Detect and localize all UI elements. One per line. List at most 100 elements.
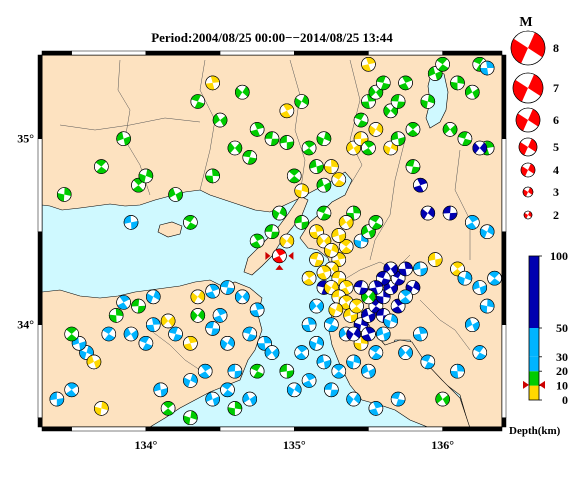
main-event-marker	[265, 248, 294, 270]
magnitude-legend-beachball	[523, 210, 533, 220]
event-beachball	[324, 159, 339, 174]
event-beachball	[212, 112, 228, 128]
magnitude-legend-beachball	[515, 107, 541, 133]
frame-segment	[294, 426, 369, 432]
event-beachball	[138, 168, 154, 184]
magnitude-legend-beachball	[510, 30, 546, 66]
latitude-tick-label: 35°	[17, 132, 34, 146]
event-beachball	[479, 224, 495, 239]
depth-legend-title: Depth(km)	[509, 425, 561, 437]
event-beachball	[294, 345, 309, 360]
event-beachball	[212, 308, 228, 323]
depth-tick-label: 50	[556, 321, 568, 335]
magnitude-legend-label: 5	[553, 140, 559, 154]
event-beachball	[398, 261, 413, 277]
event-beachball	[160, 313, 176, 329]
event-beachball	[398, 345, 413, 360]
map-title: Period:2004/08/25 00:00−−2014/08/25 13:4…	[151, 30, 393, 45]
event-beachball	[249, 233, 265, 249]
magnitude-legend-title: M	[519, 15, 532, 30]
event-beachball	[405, 159, 421, 174]
event-beachball	[264, 224, 280, 239]
event-beachball	[324, 243, 339, 258]
event-beachball	[183, 335, 198, 351]
event-beachball	[205, 391, 220, 407]
event-beachball	[301, 317, 317, 333]
event-beachball	[272, 205, 287, 221]
event-beachball	[64, 382, 79, 398]
event-beachball	[450, 363, 465, 379]
event-beachball	[116, 131, 131, 146]
depth-band	[529, 385, 539, 400]
frame-segment	[442, 50, 503, 56]
depth-tick-label: 100	[550, 249, 568, 263]
event-beachball	[168, 326, 183, 342]
event-beachball	[94, 401, 109, 416]
depth-band	[529, 371, 539, 386]
event-beachball	[442, 122, 458, 137]
event-beachball	[190, 289, 206, 305]
event-beachball	[368, 345, 384, 360]
event-beachball	[168, 187, 183, 202]
frame-segment	[37, 231, 43, 325]
event-beachball	[309, 159, 324, 174]
frame-segment	[501, 231, 507, 325]
event-beachball	[390, 391, 406, 407]
event-beachball	[427, 252, 443, 267]
event-beachball	[353, 280, 369, 295]
event-beachball	[138, 335, 154, 351]
shodoshima-island	[157, 221, 183, 238]
event-beachball	[349, 298, 364, 314]
magnitude-legend-label: 8	[553, 41, 559, 55]
event-beachball	[472, 140, 488, 156]
event-beachball	[442, 205, 458, 221]
event-beachball	[405, 122, 421, 137]
event-beachball	[361, 363, 376, 379]
event-beachball	[235, 289, 250, 305]
event-beachball	[49, 391, 65, 407]
event-beachball	[123, 215, 139, 230]
event-beachball	[375, 75, 391, 91]
magnitude-legend-label: 4	[553, 163, 559, 177]
latitude-ticks: 35° 34°	[17, 132, 34, 332]
longitude-tick-label: 134°	[134, 438, 157, 452]
event-beachball	[145, 317, 161, 333]
event-beachball	[338, 239, 354, 254]
event-beachball	[205, 321, 220, 336]
magnitude-legend-label: 6	[553, 113, 559, 127]
event-beachball	[294, 215, 309, 230]
event-beachball	[145, 289, 161, 305]
event-beachball	[435, 391, 450, 407]
event-beachball	[316, 354, 332, 370]
event-beachball	[316, 265, 332, 280]
event-beachball	[420, 205, 436, 221]
event-beachball	[361, 57, 376, 72]
prefecture-borders	[59, 59, 471, 371]
event-beachball	[64, 326, 79, 342]
frame-segment	[37, 324, 43, 418]
event-beachball	[338, 215, 354, 230]
event-beachball	[324, 280, 339, 295]
frame-segment	[219, 50, 295, 56]
frame-segment	[501, 324, 507, 418]
event-beachball	[457, 131, 473, 146]
event-beachball	[264, 345, 280, 360]
event-beachball	[383, 313, 399, 329]
event-beachball	[435, 57, 450, 72]
frame-segment	[37, 54, 43, 139]
left-marker-icon	[265, 251, 271, 260]
event-beachball	[279, 363, 295, 379]
event-beachball	[94, 159, 109, 174]
event-beachball	[328, 302, 344, 318]
depth-tick-label: 0	[562, 393, 568, 407]
depth-band	[529, 328, 539, 357]
event-beachball	[479, 60, 495, 76]
event-beachball	[220, 280, 235, 295]
event-beachball	[227, 140, 243, 156]
event-beachball	[465, 317, 480, 333]
magnitude-legend-label: 3	[553, 185, 559, 199]
frame-segment	[501, 417, 507, 428]
frame-segment	[37, 417, 43, 428]
event-beachball	[316, 205, 332, 221]
